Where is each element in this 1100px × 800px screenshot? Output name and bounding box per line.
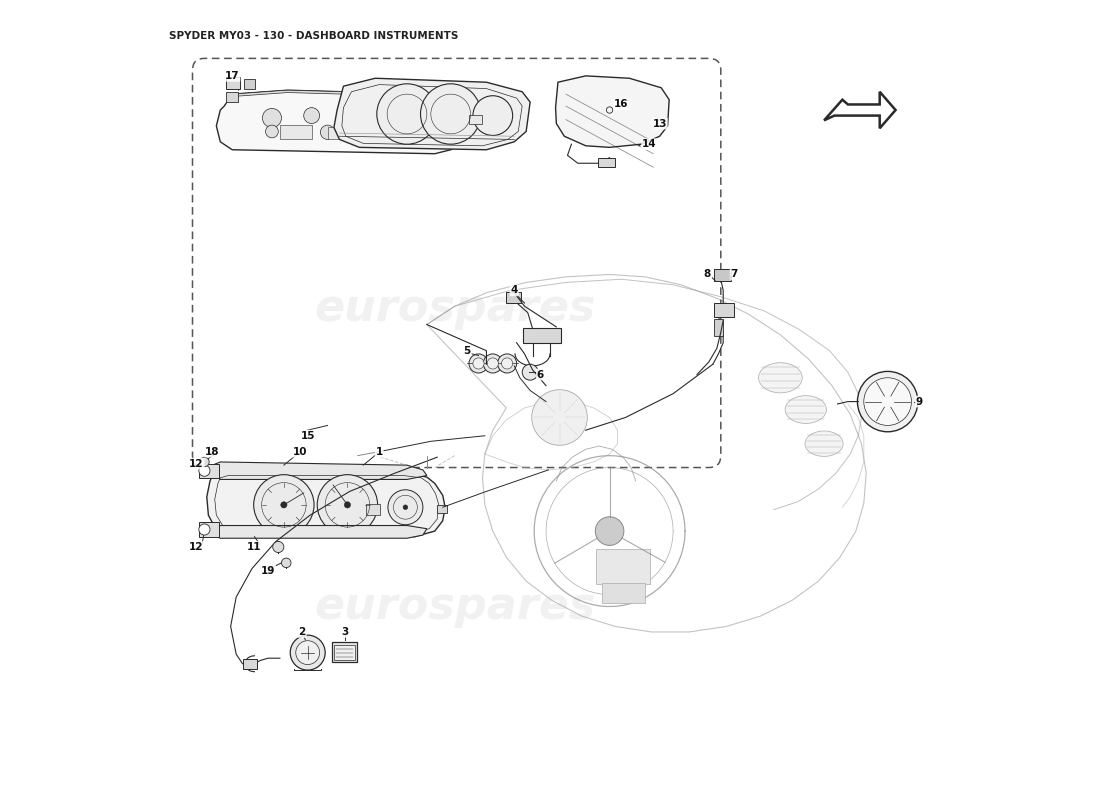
- Circle shape: [531, 390, 587, 446]
- Circle shape: [317, 474, 377, 535]
- Bar: [365, 504, 380, 515]
- Circle shape: [368, 125, 382, 138]
- Text: 5: 5: [463, 346, 470, 356]
- Bar: [714, 319, 723, 337]
- Bar: [375, 126, 407, 141]
- Circle shape: [858, 371, 917, 432]
- Ellipse shape: [805, 431, 844, 457]
- Circle shape: [200, 457, 209, 466]
- Circle shape: [595, 517, 624, 546]
- Circle shape: [420, 84, 481, 144]
- Circle shape: [282, 558, 292, 568]
- Bar: [199, 522, 219, 537]
- Circle shape: [254, 474, 315, 535]
- Text: 12: 12: [189, 458, 204, 469]
- Text: 11: 11: [248, 542, 262, 552]
- Circle shape: [383, 111, 399, 126]
- Bar: [714, 269, 732, 281]
- Circle shape: [473, 96, 513, 135]
- Bar: [279, 125, 311, 139]
- Circle shape: [199, 524, 210, 535]
- Text: 13: 13: [652, 118, 667, 129]
- Bar: [243, 659, 257, 669]
- Text: 16: 16: [614, 99, 629, 110]
- Text: 19: 19: [261, 566, 275, 576]
- Polygon shape: [212, 526, 427, 538]
- Bar: [199, 463, 219, 478]
- Bar: [328, 126, 351, 139]
- Polygon shape: [824, 92, 895, 128]
- Polygon shape: [217, 90, 466, 154]
- Text: 8: 8: [704, 270, 711, 279]
- Circle shape: [522, 364, 538, 380]
- Bar: [506, 292, 521, 303]
- Text: 15: 15: [300, 430, 315, 441]
- Text: 9: 9: [916, 397, 923, 406]
- Text: 12: 12: [189, 542, 204, 552]
- Ellipse shape: [759, 362, 802, 393]
- Text: 17: 17: [224, 71, 240, 81]
- Text: 6: 6: [537, 370, 544, 379]
- Circle shape: [290, 635, 326, 670]
- Circle shape: [265, 125, 278, 138]
- Bar: [226, 92, 238, 102]
- Bar: [522, 329, 561, 342]
- Circle shape: [497, 354, 517, 373]
- Circle shape: [469, 354, 488, 373]
- Circle shape: [263, 109, 282, 127]
- Polygon shape: [334, 78, 530, 150]
- Bar: [226, 77, 240, 89]
- Circle shape: [377, 84, 437, 144]
- Text: eurospares: eurospares: [314, 287, 595, 330]
- Bar: [602, 582, 646, 602]
- Circle shape: [483, 354, 503, 373]
- Text: 18: 18: [205, 446, 220, 457]
- Circle shape: [320, 125, 334, 139]
- Circle shape: [273, 542, 284, 553]
- Circle shape: [864, 378, 912, 426]
- Polygon shape: [207, 473, 446, 537]
- Circle shape: [344, 502, 351, 508]
- Circle shape: [280, 502, 287, 508]
- Bar: [597, 158, 615, 167]
- Text: 1: 1: [375, 446, 383, 457]
- Circle shape: [409, 126, 420, 137]
- Text: 2: 2: [298, 627, 306, 637]
- Text: 3: 3: [341, 627, 349, 637]
- Circle shape: [487, 358, 498, 369]
- Text: 4: 4: [510, 286, 518, 295]
- Circle shape: [502, 358, 513, 369]
- Text: 7: 7: [730, 270, 738, 279]
- Circle shape: [388, 490, 422, 525]
- Polygon shape: [232, 90, 454, 105]
- Circle shape: [199, 465, 210, 476]
- Circle shape: [403, 505, 408, 510]
- Bar: [334, 645, 354, 660]
- Circle shape: [342, 108, 361, 126]
- Circle shape: [292, 128, 300, 138]
- Text: SPYDER MY03 - 130 - DASHBOARD INSTRUMENTS: SPYDER MY03 - 130 - DASHBOARD INSTRUMENT…: [168, 30, 458, 41]
- Bar: [714, 303, 734, 318]
- Text: 14: 14: [642, 139, 657, 149]
- Ellipse shape: [785, 396, 826, 423]
- Text: eurospares: eurospares: [314, 585, 595, 628]
- Polygon shape: [212, 462, 427, 479]
- Circle shape: [304, 108, 320, 123]
- Text: 10: 10: [293, 446, 307, 457]
- Bar: [469, 114, 482, 124]
- Bar: [437, 505, 447, 513]
- Bar: [596, 549, 650, 584]
- Polygon shape: [556, 76, 669, 147]
- Bar: [331, 642, 358, 662]
- Circle shape: [296, 641, 320, 665]
- Bar: [244, 79, 255, 89]
- Circle shape: [473, 358, 484, 369]
